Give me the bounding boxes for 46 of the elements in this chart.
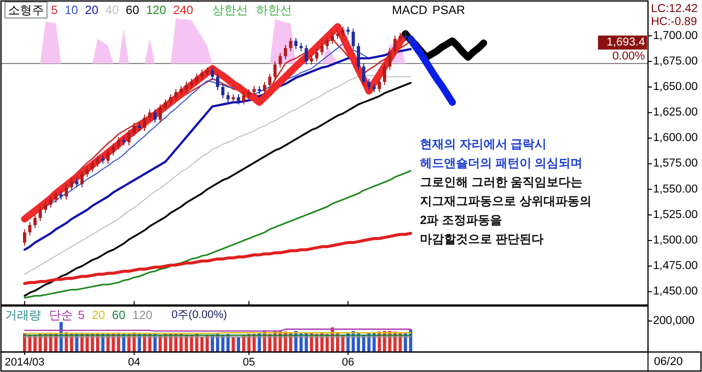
y-tick-label: 1,575.00 xyxy=(653,158,698,170)
series-label: 5 xyxy=(78,308,85,322)
series-label: 60 xyxy=(112,308,126,322)
text: 40 xyxy=(105,3,120,17)
annotation: 2파 조정파동을 xyxy=(420,213,502,227)
annotation: 헤드앤숄더의 패턴이 의심되며 xyxy=(420,156,583,170)
annotation: 상한선 xyxy=(212,3,248,17)
y-tick-label: 1,550.00 xyxy=(653,183,698,196)
chart-title: 거래량 xyxy=(5,308,41,322)
y-tick-label: 1,475.00 xyxy=(653,260,698,272)
annotation: 현재의 자리에서 급락시 xyxy=(420,137,547,151)
annotation: 마감할것으로 판단된다 xyxy=(420,232,544,246)
legend-title: 단순 xyxy=(49,308,73,322)
text: 20 xyxy=(85,3,99,17)
x-tick-label: 2014/03 xyxy=(4,356,44,368)
text: 120 xyxy=(146,3,166,17)
text: HC:-0.89 xyxy=(651,16,698,28)
y-tick-label: 1,675.00 xyxy=(653,55,698,68)
y-tick-label: 1,650.00 xyxy=(653,80,698,93)
y-tick-label: 1,450.00 xyxy=(653,286,698,298)
text: 200,000 xyxy=(653,315,695,327)
series-label: 120 xyxy=(132,308,153,322)
text: 60 xyxy=(126,3,140,17)
x-tick-label: 05 xyxy=(242,356,256,368)
series-label: 20 xyxy=(92,308,106,322)
annotation: 지그재그파동으로 상위대파동의 xyxy=(420,194,592,208)
text: LC:12.42 xyxy=(651,3,698,15)
y-tick-label: 1,600.00 xyxy=(653,132,698,144)
text: 0주(0.00%) xyxy=(171,309,228,321)
chart-title: 소형주 xyxy=(8,3,44,17)
annotation: 그로인해 그러한 움직임보다는 xyxy=(420,175,583,189)
y-tick-label: 1,500.00 xyxy=(653,234,698,247)
y-tick-label: 1,700.00 xyxy=(653,30,698,42)
x-tick-label: 06 xyxy=(342,356,354,368)
text: 240 xyxy=(173,3,194,17)
y-tick-label: 1,625.00 xyxy=(653,106,698,119)
annotation: PSAR xyxy=(432,3,466,17)
text: 5 xyxy=(51,3,58,17)
y-tick-label: 1,525.00 xyxy=(653,208,698,221)
annotation: 0.00% xyxy=(612,50,645,63)
text: 10 xyxy=(64,3,78,17)
annotation: 1,693.4 xyxy=(606,36,646,49)
annotation: MACD xyxy=(392,3,428,17)
text: 06/20 xyxy=(654,356,683,368)
x-tick-label: 04 xyxy=(128,356,140,368)
annotation: 하한선 xyxy=(256,3,292,17)
